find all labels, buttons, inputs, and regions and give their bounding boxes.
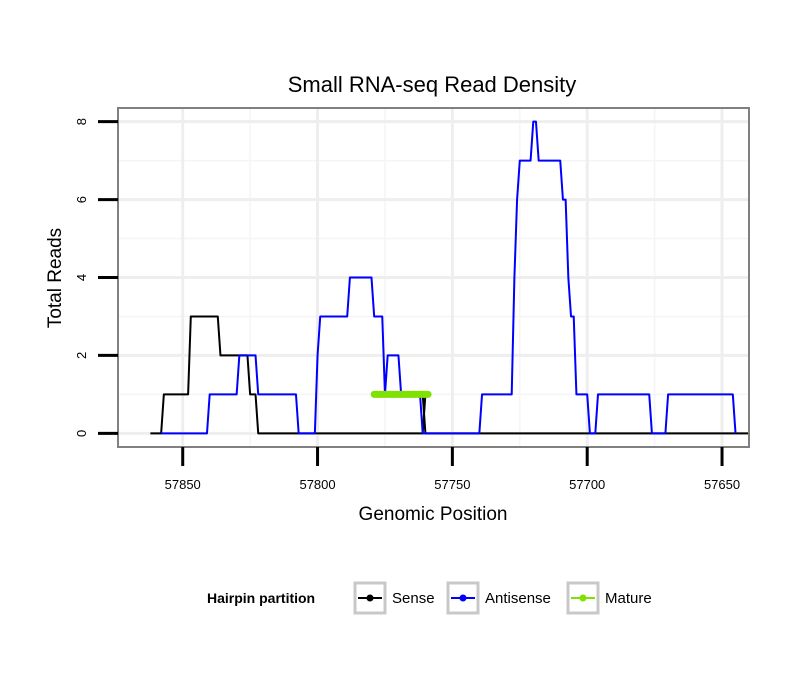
y-tick-label: 8	[74, 118, 89, 125]
y-axis: 0 2 4 6 8	[74, 118, 118, 437]
x-axis-title: Genomic Position	[359, 504, 508, 525]
legend-key-dot	[459, 594, 467, 602]
legend-key-dot	[366, 594, 374, 602]
x-tick-label: 57850	[165, 477, 201, 492]
y-tick-label: 2	[74, 352, 89, 359]
x-tick-label: 57800	[299, 477, 335, 492]
legend-item-sense: Sense	[353, 581, 435, 615]
y-axis-title: Total Reads	[45, 228, 66, 328]
series-line-antisense	[161, 120, 737, 435]
chart-title: Small RNA-seq Read Density	[288, 72, 577, 97]
legend-key-dot	[579, 594, 587, 602]
legend-label: Sense	[392, 590, 435, 607]
legend: Hairpin partition Sense Antisense Mature	[207, 581, 652, 615]
y-tick-label: 6	[74, 196, 89, 203]
legend-title: Hairpin partition	[207, 590, 315, 606]
y-tick-label: 0	[74, 430, 89, 437]
series-layer	[150, 120, 749, 435]
legend-label: Mature	[605, 590, 652, 607]
legend-label: Antisense	[485, 590, 551, 607]
x-tick-label: 57750	[434, 477, 470, 492]
legend-item-antisense: Antisense	[446, 581, 551, 615]
x-tick-label: 57700	[569, 477, 605, 492]
x-tick-label: 57650	[704, 477, 740, 492]
x-axis: 57850 57800 57750 57700 57650	[165, 447, 740, 492]
y-tick-label: 4	[74, 274, 89, 281]
legend-item-mature: Mature	[566, 581, 652, 615]
